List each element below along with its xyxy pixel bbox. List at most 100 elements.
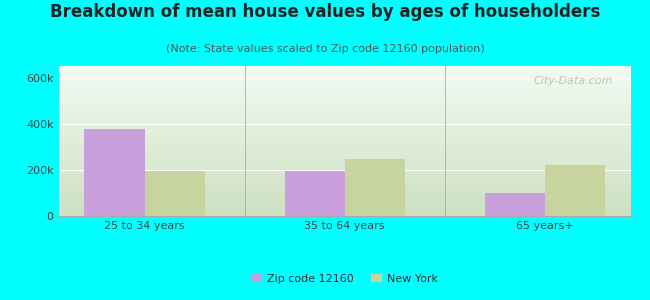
Bar bbox=[58, 148, 630, 149]
Bar bbox=[58, 129, 630, 130]
Bar bbox=[58, 210, 630, 211]
Bar bbox=[58, 86, 630, 87]
Bar bbox=[58, 202, 630, 203]
Bar bbox=[58, 78, 630, 79]
Bar bbox=[58, 156, 630, 157]
Bar bbox=[58, 153, 630, 154]
Bar bbox=[58, 130, 630, 131]
Bar bbox=[58, 135, 630, 136]
Bar bbox=[58, 107, 630, 108]
Bar bbox=[58, 70, 630, 71]
Bar bbox=[58, 122, 630, 123]
Bar bbox=[58, 146, 630, 147]
Bar bbox=[58, 126, 630, 127]
Bar bbox=[58, 137, 630, 138]
Bar bbox=[58, 187, 630, 188]
Bar bbox=[58, 79, 630, 80]
Bar bbox=[58, 87, 630, 88]
Bar bbox=[58, 154, 630, 155]
Bar bbox=[58, 93, 630, 94]
Bar bbox=[58, 82, 630, 83]
Bar bbox=[58, 212, 630, 213]
Bar bbox=[58, 115, 630, 116]
Bar bbox=[58, 102, 630, 103]
Bar bbox=[58, 106, 630, 107]
Bar bbox=[58, 181, 630, 182]
Bar bbox=[58, 89, 630, 90]
Bar bbox=[58, 176, 630, 177]
Bar bbox=[58, 143, 630, 144]
Bar bbox=[58, 123, 630, 124]
Bar bbox=[58, 206, 630, 207]
Bar bbox=[58, 157, 630, 158]
Legend: Zip code 12160, New York: Zip code 12160, New York bbox=[246, 270, 443, 288]
Bar bbox=[58, 201, 630, 202]
Bar bbox=[58, 90, 630, 91]
Bar bbox=[58, 178, 630, 179]
Bar bbox=[58, 77, 630, 78]
Bar bbox=[58, 165, 630, 166]
Bar bbox=[58, 110, 630, 111]
Bar bbox=[58, 114, 630, 115]
Bar bbox=[58, 197, 630, 198]
Bar bbox=[58, 97, 630, 98]
Bar bbox=[58, 189, 630, 190]
Bar bbox=[58, 172, 630, 173]
Bar bbox=[58, 159, 630, 160]
Bar bbox=[58, 170, 630, 171]
Bar bbox=[58, 177, 630, 178]
Bar bbox=[58, 199, 630, 200]
Bar bbox=[58, 120, 630, 121]
Bar bbox=[344, 159, 404, 216]
Bar bbox=[58, 149, 630, 150]
Bar bbox=[545, 165, 604, 216]
Bar bbox=[58, 183, 630, 184]
Bar bbox=[58, 81, 630, 82]
Bar bbox=[58, 118, 630, 119]
Bar bbox=[84, 130, 144, 216]
Bar bbox=[58, 168, 630, 169]
Bar bbox=[58, 174, 630, 175]
Bar bbox=[58, 91, 630, 92]
Bar bbox=[58, 132, 630, 133]
Bar bbox=[58, 75, 630, 76]
Bar bbox=[58, 125, 630, 126]
Bar bbox=[58, 150, 630, 151]
Bar bbox=[58, 190, 630, 191]
Bar bbox=[58, 88, 630, 89]
Bar bbox=[58, 117, 630, 118]
Bar bbox=[58, 139, 630, 140]
Bar bbox=[58, 69, 630, 70]
Bar bbox=[58, 92, 630, 93]
Bar bbox=[58, 66, 630, 67]
Bar bbox=[58, 161, 630, 162]
Bar bbox=[58, 94, 630, 95]
Bar bbox=[58, 167, 630, 168]
Bar bbox=[58, 98, 630, 99]
Bar bbox=[58, 200, 630, 201]
Text: Breakdown of mean house values by ages of householders: Breakdown of mean house values by ages o… bbox=[50, 3, 600, 21]
Bar bbox=[58, 162, 630, 163]
Bar bbox=[58, 121, 630, 122]
Bar bbox=[58, 100, 630, 101]
Bar bbox=[58, 140, 630, 141]
Bar bbox=[58, 169, 630, 170]
Bar bbox=[58, 124, 630, 125]
Bar bbox=[58, 196, 630, 197]
Bar bbox=[58, 84, 630, 85]
Bar bbox=[58, 144, 630, 145]
Bar bbox=[58, 96, 630, 97]
Bar bbox=[58, 204, 630, 205]
Bar bbox=[58, 160, 630, 161]
Bar bbox=[58, 188, 630, 189]
Bar bbox=[58, 133, 630, 134]
Bar bbox=[58, 141, 630, 142]
Bar bbox=[58, 68, 630, 69]
Bar bbox=[58, 213, 630, 214]
Bar bbox=[58, 158, 630, 159]
Bar bbox=[58, 209, 630, 210]
Bar bbox=[58, 112, 630, 113]
Bar bbox=[58, 113, 630, 114]
Bar bbox=[58, 151, 630, 152]
Bar bbox=[58, 71, 630, 72]
